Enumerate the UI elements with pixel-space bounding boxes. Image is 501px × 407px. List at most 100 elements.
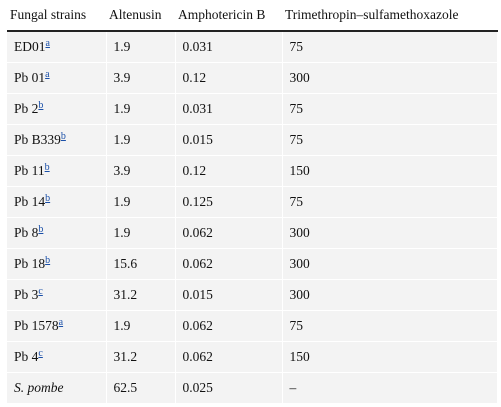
altenusin-cell: 1.9 [106,30,176,63]
strain-cell: Pb 8b [7,217,107,249]
strain-name: Pb 18 [14,256,46,271]
strain-cell: Pb 4c [7,341,107,373]
footnote-link[interactable]: b [60,130,66,142]
table-row: Pb 2b 1.9 0.031 75 [7,93,498,125]
strain-cell: Pb 18b [7,248,107,280]
footnote-ref: c [38,285,42,297]
header-row: Fungal strains Altenusin Amphotericin B … [7,0,497,32]
footnote-link[interactable]: c [38,347,43,359]
amphotericin-cell: 0.12 [175,155,283,187]
table-row: S. pombe 62.5 0.025 – [7,372,498,404]
footnote-ref: b [45,254,50,266]
amphotericin-cell: 0.015 [175,124,283,156]
strain-cell: Pb 11b [7,155,107,187]
amphotericin-cell: 0.062 [175,310,283,342]
footnote-link[interactable]: a [45,37,50,49]
strain-name: Pb 1578 [14,318,59,333]
table-row: Pb B339b 1.9 0.015 75 [7,124,498,156]
altenusin-cell: 31.2 [106,279,176,311]
amphotericin-cell: 0.062 [175,217,283,249]
table-row: Pb 4c 31.2 0.062 150 [7,341,498,373]
footnote-ref: b [61,130,66,142]
strain-cell: Pb 14b [7,186,107,218]
strain-cell: Pb 1578a [7,310,107,342]
header-trimethoprim-sulfamethoxazole: Trimethropin–sulfamethoxazole [282,0,497,32]
tmp-smx-cell: 300 [282,279,498,311]
table-body: ED01a 1.9 0.031 75 Pb 01a 3.9 0.12 300 P… [7,30,498,404]
footnote-link[interactable]: b [44,161,50,173]
footnote-link[interactable]: b [38,223,44,235]
footnote-link[interactable]: a [45,68,50,80]
strain-cell: ED01a [7,30,107,63]
strain-name: Pb 4 [14,349,39,364]
altenusin-cell: 1.9 [106,217,176,249]
strain-name: Pb 3 [14,287,39,302]
altenusin-cell: 31.2 [106,341,176,373]
altenusin-cell: 3.9 [106,155,176,187]
altenusin-cell: 1.9 [106,310,176,342]
tmp-smx-cell: 300 [282,248,498,280]
strain-name: Pb 11 [14,163,45,178]
footnote-link[interactable]: b [45,192,51,204]
tmp-smx-cell: 75 [282,30,498,63]
amphotericin-cell: 0.025 [175,372,283,404]
table-row: Pb 18b 15.6 0.062 300 [7,248,498,280]
table-header: Fungal strains Altenusin Amphotericin B … [7,0,497,32]
tmp-smx-cell: 75 [282,186,498,218]
footnote-ref: c [38,347,42,359]
footnote-ref: a [59,316,63,328]
altenusin-cell: 3.9 [106,62,176,94]
strain-cell: Pb 01a [7,62,107,94]
footnote-link[interactable]: b [45,254,51,266]
altenusin-cell: 1.9 [106,93,176,125]
strain-cell: S. pombe [7,372,107,404]
header-altenusin: Altenusin [106,0,175,32]
amphotericin-cell: 0.015 [175,279,283,311]
table-row: Pb 1578a 1.9 0.062 75 [7,310,498,342]
tmp-smx-cell: 150 [282,155,498,187]
tmp-smx-cell: 75 [282,93,498,125]
altenusin-cell: 15.6 [106,248,176,280]
strain-name: Pb 01 [14,70,46,85]
strain-name: Pb B339 [14,132,61,147]
altenusin-cell: 1.9 [106,186,176,218]
table-row: Pb 11b 3.9 0.12 150 [7,155,498,187]
footnote-ref: b [45,161,50,173]
amphotericin-cell: 0.031 [175,30,283,63]
footnote-ref: a [46,37,50,49]
tmp-smx-cell: – [282,372,498,404]
table-row: Pb 14b 1.9 0.125 75 [7,186,498,218]
table-row: ED01a 1.9 0.031 75 [7,30,498,63]
strain-name: ED01 [14,39,46,54]
strain-cell: Pb 3c [7,279,107,311]
strain-name: Pb 14 [14,194,46,209]
altenusin-cell: 1.9 [106,124,176,156]
tmp-smx-cell: 150 [282,341,498,373]
table-row: Pb 3c 31.2 0.015 300 [7,279,498,311]
strain-name: Pb 2 [14,101,39,116]
tmp-smx-cell: 75 [282,124,498,156]
footnote-ref: b [38,223,43,235]
strain-cell: Pb B339b [7,124,107,156]
amphotericin-cell: 0.125 [175,186,283,218]
footnote-ref: a [45,68,49,80]
footnote-link[interactable]: a [58,316,64,328]
strain-name: Pb 8 [14,225,39,240]
header-amphotericin-b: Amphotericin B [175,0,282,32]
table-row: Pb 8b 1.9 0.062 300 [7,217,498,249]
altenusin-cell: 62.5 [106,372,176,404]
amphotericin-cell: 0.062 [175,341,283,373]
footnote-link[interactable]: b [38,99,44,111]
tmp-smx-cell: 300 [282,217,498,249]
tmp-smx-cell: 75 [282,310,498,342]
footnote-ref: b [38,99,43,111]
footnote-link[interactable]: c [38,285,43,297]
strain-cell: Pb 2b [7,93,107,125]
amphotericin-cell: 0.031 [175,93,283,125]
strain-name: S. pombe [14,380,64,395]
tmp-smx-cell: 300 [282,62,498,94]
mic-table: Fungal strains Altenusin Amphotericin B … [7,0,498,404]
amphotericin-cell: 0.12 [175,62,283,94]
header-fungal-strains: Fungal strains [7,0,106,32]
